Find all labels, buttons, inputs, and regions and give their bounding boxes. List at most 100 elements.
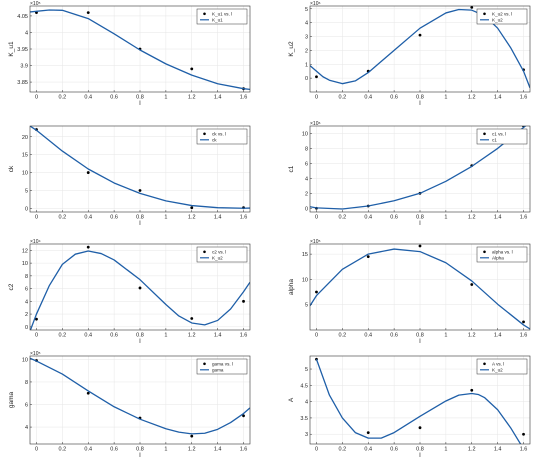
y-axis-label: K_u2 <box>288 41 295 57</box>
x-tick-label: 0.6 <box>390 215 398 221</box>
x-tick-label: 1.4 <box>214 215 222 221</box>
x-tick-label: 1.4 <box>214 333 222 339</box>
x-tick-label: 1.2 <box>188 95 196 101</box>
x-tick-label: 0.6 <box>390 447 398 453</box>
x-tick-label: 1 <box>444 333 447 339</box>
fit-curve-line <box>310 248 530 330</box>
legend-box <box>196 246 248 263</box>
axes-box <box>29 243 251 331</box>
x-tick-label: 1.2 <box>468 215 476 221</box>
legend-entry-label: c2 vs. l <box>212 249 226 254</box>
x-tick-label: 0.2 <box>339 215 347 221</box>
axes-box <box>309 243 531 331</box>
y-tick-label: 10 <box>22 261 28 267</box>
legend-entry-label: Alpha <box>492 255 504 260</box>
legend-box <box>476 358 528 375</box>
legend-entry-label: ck <box>212 137 217 142</box>
x-tick-label: 1.2 <box>468 447 476 453</box>
x-tick-label: 0.8 <box>416 447 424 453</box>
legend-box <box>196 8 248 25</box>
legend: K_u2 vs. lK_u2 <box>476 8 528 25</box>
plot-area <box>30 245 250 330</box>
x-tick-label: 0 <box>315 215 318 221</box>
legend-entry-label: K_u1 <box>212 17 223 22</box>
data-point <box>190 317 194 320</box>
legend-point-swatch <box>483 132 486 136</box>
legend-entry-label: K_u2 <box>492 17 503 22</box>
y-tick-label: 20 <box>22 135 28 141</box>
y-tick-label: 0 <box>305 206 308 212</box>
x-tick-label: 0 <box>35 95 38 101</box>
x-axis-label: l <box>419 220 421 227</box>
x-tick-label: 0.4 <box>364 447 372 453</box>
x-axis-label: l <box>139 452 141 459</box>
x-tick-label: 1.6 <box>520 447 528 453</box>
plot-area <box>310 6 530 89</box>
x-tick-label: 0.4 <box>84 447 92 453</box>
y-axis-label: alpha <box>288 279 295 295</box>
x-tick-label: 0.8 <box>136 215 144 221</box>
data-point <box>418 426 422 430</box>
legend-point-swatch <box>483 250 486 254</box>
y-axis-label: A <box>288 397 295 402</box>
fit-curve-line <box>315 359 522 444</box>
x-tick-label: 0 <box>315 95 318 101</box>
data-point <box>190 206 194 210</box>
x-tick-label: 1.4 <box>494 215 502 221</box>
y-axis-label: gama <box>8 391 15 408</box>
x-tick-label: 1.4 <box>214 447 222 453</box>
x-tick-label: 0.8 <box>136 95 144 101</box>
x-tick-label: 1.2 <box>468 333 476 339</box>
y-tick-label: 1 <box>305 62 308 68</box>
chart-panel-8: 0 0.2 0.4 0.6 0.8 1 1.2 1.4 1.6 3 3.5 4 4.5 5 l A A vs. … <box>288 355 531 459</box>
plot-area <box>30 357 250 438</box>
x-tick-label: 0.2 <box>339 95 347 101</box>
x-axis-label: l <box>139 100 141 107</box>
x-tick-label: 0.8 <box>136 333 144 339</box>
y-tick-label: 2 <box>305 48 308 54</box>
y-tick-label: 0 <box>305 76 308 82</box>
x-tick-label: 0.6 <box>390 333 398 339</box>
y-exponent-label: ×10⁴ <box>30 239 41 245</box>
legend-entry-label: K_u1 vs. l <box>212 11 232 16</box>
y-tick-label: 15 <box>22 153 28 159</box>
x-tick-label: 0.8 <box>136 447 144 453</box>
x-tick-label: 0.6 <box>110 333 118 339</box>
y-tick-label: 6 <box>25 287 28 293</box>
plot-area <box>315 357 525 444</box>
x-tick-label: 1.6 <box>240 447 248 453</box>
y-tick-label: 3 <box>305 35 308 41</box>
x-tick-label: 1.6 <box>240 95 248 101</box>
y-tick-label: 2 <box>25 312 28 318</box>
y-tick-label: 3.5 <box>300 416 308 422</box>
y-tick-label: 3 <box>305 432 308 438</box>
x-tick-label: 0.4 <box>364 333 372 339</box>
x-tick-label: 0 <box>315 447 318 453</box>
axes-box <box>309 5 531 93</box>
data-point <box>242 414 245 418</box>
x-tick-label: 0.4 <box>364 95 372 101</box>
data-point <box>315 290 318 294</box>
y-tick-label: 0 <box>25 325 28 331</box>
axes-box <box>309 355 531 445</box>
x-axis-label: l <box>139 220 141 227</box>
y-tick-label: 5 <box>305 303 308 309</box>
x-tick-label: 1.2 <box>188 333 196 339</box>
y-tick-label: 4 <box>25 425 28 431</box>
x-tick-label: 1.6 <box>520 333 528 339</box>
chart-panel-4: 0 0.2 0.4 0.6 0.8 1 1.2 1.4 1.6 0 2 4 6 8 10 l c1 ×10⁶ c1 … <box>288 121 531 227</box>
y-exponent-label: ×10⁵ <box>30 1 41 7</box>
x-tick-label: 0 <box>315 333 318 339</box>
chart-panel-7: 0 0.2 0.4 0.6 0.8 1 1.2 1.4 1.6 4 6 8 10 l gama ×10⁵ gam… <box>8 351 251 459</box>
y-tick-label: 8 <box>25 274 28 280</box>
data-point <box>315 75 318 79</box>
legend-box <box>196 128 248 145</box>
legend-box <box>476 246 528 263</box>
x-tick-label: 0.2 <box>339 447 347 453</box>
y-tick-label: 10 <box>302 131 308 137</box>
x-tick-label: 1.2 <box>188 215 196 221</box>
y-tick-label: 4 <box>305 400 308 406</box>
